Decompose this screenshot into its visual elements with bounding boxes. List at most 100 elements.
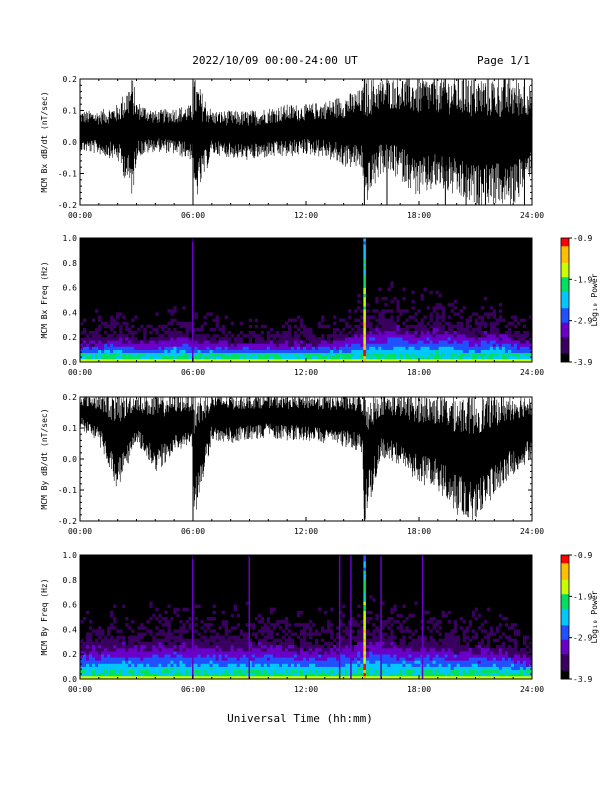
broadband-cell [363,582,366,587]
spectrogram-cell [498,303,503,307]
spectrogram-cell [408,352,412,357]
spectrogram-cell [122,669,126,674]
spectrogram-cell [128,672,132,677]
spectrogram-cell [354,343,358,347]
spectrogram-cell [149,666,153,670]
spectrogram-cell [221,638,225,643]
y-tick-label: 0.2 [63,393,78,402]
spectrogram-cell [86,346,90,350]
spectrogram-cell [170,657,174,661]
spectrogram-cell [206,675,210,680]
spectrogram-cell [360,669,364,674]
spectrogram-cell [302,355,307,360]
broadband-cell [380,586,382,590]
spectrogram-cell [95,334,99,338]
spectrogram-cell [453,358,457,363]
page-number: Page 1/1 [477,54,530,67]
spectrogram-cell [519,343,524,347]
spectrogram-cell [522,651,527,655]
spectrogram-cell [170,349,174,353]
spectrogram-cell [110,660,114,664]
spectrogram-cell [95,346,99,350]
spectrogram-cell [453,346,457,350]
spectrogram-cell [263,641,268,646]
spectrogram-cell [113,331,117,335]
spectrogram-cell [417,340,421,344]
spectrogram-cell [83,343,87,347]
spectrogram-cell [351,635,355,639]
spectrogram-cell [510,654,515,658]
spectrogram-cell [269,663,274,667]
spectrogram-cell [381,663,385,667]
spectrogram-cell [236,358,240,363]
spectrogram-cell [402,604,406,608]
spectrogram-cell [330,629,334,633]
spectrogram-cell [411,306,415,310]
spectrogram-cell [83,672,87,677]
spectrogram-cell [221,355,225,360]
spectrogram-cell [411,632,415,636]
spectrogram-cell [366,315,370,319]
spectrogram-cell [248,355,253,360]
spectrogram-cell [293,337,298,341]
spectrogram-cell [384,355,388,360]
spectrogram-cell [260,638,265,643]
spectrogram-cell [339,340,343,344]
spectrogram-cell [128,340,132,344]
spectrogram-cell [426,654,430,658]
spectrogram-cell [224,623,228,627]
spectrogram-cell [92,358,96,363]
colorbar-swatch [561,328,569,332]
spectrogram-cell [423,334,427,338]
spectrogram-cell [254,660,259,664]
spectrogram-cell [408,635,412,639]
spectrogram-cell [272,641,277,646]
spectrogram-cell [131,657,135,661]
spectrogram-cell [501,644,506,649]
spectrogram-cell [158,629,162,633]
spectrogram-cell [230,654,234,658]
spectrogram-cell [122,660,126,664]
spectrogram-cell [257,638,262,643]
broadband-cell [380,648,382,652]
spectrogram-cell [471,334,476,338]
spectrogram-cell [402,321,406,326]
spectrogram-cell [486,648,491,652]
spectrogram-cell [215,343,219,347]
spectrogram-cell [453,306,457,310]
spectrogram-cell [89,644,93,649]
spectrogram-cell [92,672,96,677]
spectrogram-cell [221,672,225,677]
spectrogram-cell [251,660,256,664]
spectrogram-cell [248,349,253,353]
colorbar-swatch [561,660,569,663]
spectrogram-cell [125,654,129,658]
spectrogram-cell [429,290,433,295]
spectrogram-cell [384,623,388,627]
spectrogram-cell [342,644,346,649]
spectrogram-cell [293,644,298,649]
spectrogram-cell [423,340,427,344]
spectrogram-cell [465,340,470,344]
spectrogram-cell [245,641,250,646]
spectrogram-cell [435,675,439,680]
spectrogram-cell [465,657,470,661]
spectrogram-cell [420,324,424,329]
spectrogram-cell [80,675,84,680]
spectrogram-cell [80,641,84,646]
spectrogram-cell [477,648,482,652]
spectrogram-cell [471,669,476,674]
spectrogram-cell [435,290,439,295]
spectrogram-cell [441,343,445,347]
spectrogram-cell [200,334,204,338]
spectrogram-cell [239,632,244,636]
spectrogram-cell [450,663,454,667]
broadband-cell [380,576,382,581]
spectrogram-cell [510,663,515,667]
spectrogram-cell [284,644,289,649]
spectrogram-cell [263,638,268,643]
spectrogram-cell [459,654,463,658]
spectrogram-cell [522,358,527,363]
broadband-cell [363,343,366,347]
spectrogram-cell [327,620,331,624]
